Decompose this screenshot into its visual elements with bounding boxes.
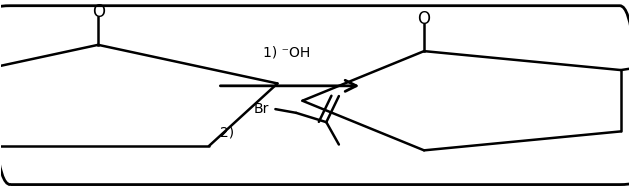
Text: 1) ⁻OH: 1) ⁻OH — [263, 45, 311, 59]
Text: O: O — [418, 10, 430, 28]
Text: O: O — [91, 3, 105, 21]
Text: 2): 2) — [220, 125, 234, 139]
Text: Br: Br — [254, 102, 269, 116]
